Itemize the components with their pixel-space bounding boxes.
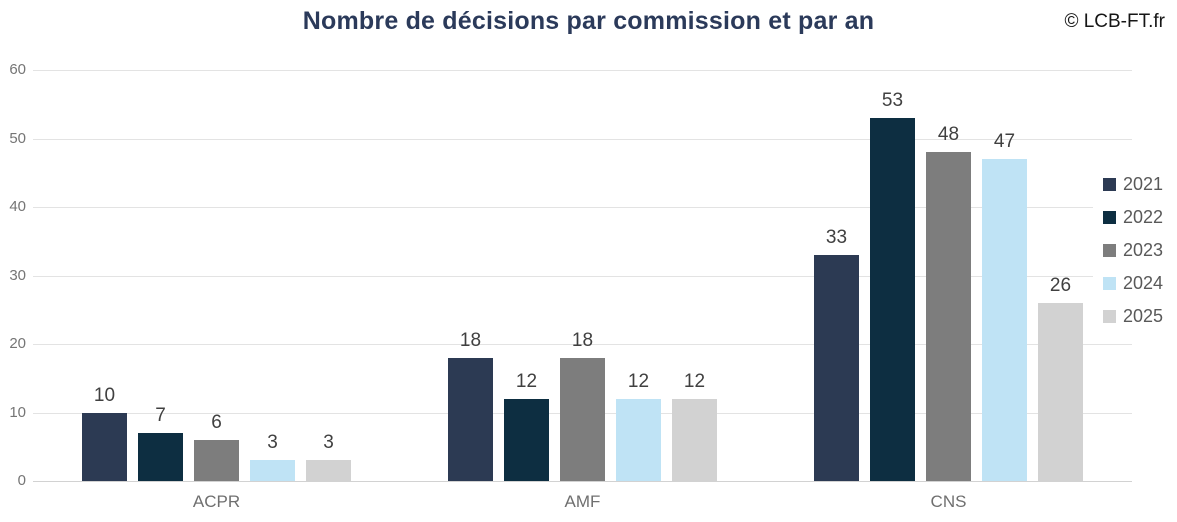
legend-label: 2021	[1123, 174, 1164, 194]
y-axis-tick-60: 60	[9, 61, 26, 78]
bar-CNS-2023	[926, 152, 971, 481]
value-label-ACPR-2022: 7	[155, 405, 166, 427]
legend-item-2023: 2023	[1103, 234, 1163, 267]
bar-AMF-2023	[560, 357, 605, 481]
value-label-CNS-2025: 26	[1049, 274, 1072, 296]
y-axis-tick-0: 0	[17, 472, 26, 489]
value-label-AMF-2025: 12	[683, 370, 706, 392]
gridline-40	[33, 207, 1132, 208]
bar-CNS-2025	[1038, 302, 1083, 481]
legend-label: 2022	[1123, 207, 1164, 227]
bar-ACPR-2025	[306, 460, 351, 481]
legend-item-2021: 2021	[1103, 168, 1163, 201]
legend-item-2022: 2022	[1103, 201, 1163, 234]
bar-CNS-2024	[982, 159, 1027, 481]
bar-AMF-2022	[504, 398, 549, 481]
value-label-AMF-2021: 18	[459, 329, 482, 351]
value-label-CNS-2021: 33	[825, 226, 848, 248]
legend-swatch-icon	[1103, 310, 1116, 323]
legend-swatch-icon	[1103, 178, 1116, 191]
legend-item-2025: 2025	[1103, 300, 1163, 333]
bar-AMF-2025	[672, 398, 717, 481]
x-axis-label-CNS: CNS	[930, 492, 967, 511]
bar-CNS-2022	[870, 117, 915, 481]
value-label-CNS-2023: 48	[937, 124, 960, 146]
legend-swatch-icon	[1103, 211, 1116, 224]
y-axis-tick-10: 10	[9, 403, 26, 421]
y-axis-tick-40: 40	[9, 198, 26, 215]
bar-ACPR-2022	[138, 433, 183, 481]
bar-CNS-2021	[814, 254, 859, 481]
bar-ACPR-2024	[250, 460, 295, 481]
value-label-ACPR-2024: 3	[267, 432, 278, 454]
value-label-ACPR-2025: 3	[323, 432, 334, 454]
bar-AMF-2024	[616, 398, 661, 481]
bar-ACPR-2023	[194, 439, 239, 481]
copyright-label: © LCB-FT.fr	[1064, 11, 1165, 32]
y-axis-tick-30: 30	[9, 266, 26, 284]
x-axis-label-AMF: AMF	[564, 492, 601, 511]
value-label-AMF-2022: 12	[515, 370, 538, 392]
value-label-ACPR-2023: 6	[211, 411, 222, 433]
legend-swatch-icon	[1103, 244, 1116, 257]
legend-label: 2023	[1123, 240, 1164, 260]
legend-item-2024: 2024	[1103, 267, 1163, 300]
gridline-0	[33, 481, 1132, 482]
value-label-CNS-2024: 47	[993, 131, 1016, 153]
bar-AMF-2021	[448, 357, 493, 481]
gridline-60	[33, 70, 1132, 71]
gridline-20	[33, 344, 1132, 345]
y-axis-tick-50: 50	[9, 129, 26, 147]
value-label-AMF-2024: 12	[627, 370, 650, 392]
value-label-AMF-2023: 18	[571, 329, 594, 351]
value-label-ACPR-2021: 10	[93, 384, 116, 406]
value-label-CNS-2022: 53	[881, 89, 904, 111]
bar-ACPR-2021	[82, 412, 127, 481]
legend-label: 2024	[1123, 273, 1164, 293]
y-axis-tick-20: 20	[9, 335, 26, 352]
x-axis-label-ACPR: ACPR	[192, 492, 241, 511]
legend-swatch-icon	[1103, 277, 1116, 290]
legend: 2021 2022 2023 2024 2025	[1093, 164, 1170, 337]
gridline-30	[33, 275, 1132, 277]
chart-title: Nombre de décisions par commission et pa…	[302, 7, 875, 35]
legend-label: 2025	[1123, 306, 1164, 326]
gridline-50	[33, 138, 1132, 140]
